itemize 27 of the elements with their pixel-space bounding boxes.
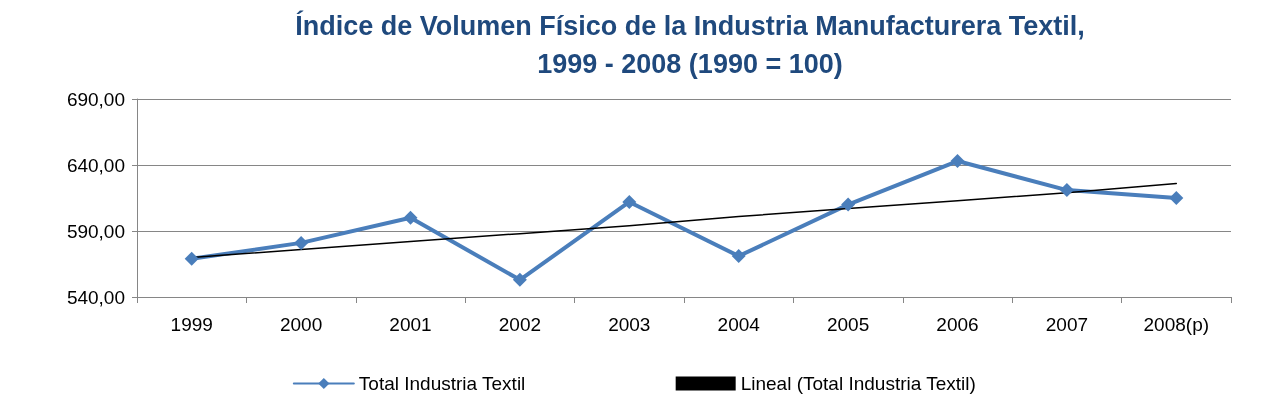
legend-label: Lineal (Total Industria Textil) bbox=[740, 373, 976, 394]
point bbox=[622, 194, 637, 209]
legend-label: Total Industria Textil bbox=[358, 373, 526, 394]
x-tick-label: 2005 bbox=[826, 314, 870, 335]
y-tick-label: 590,00 bbox=[66, 220, 125, 242]
point bbox=[184, 251, 199, 266]
x-tick-label: 2000 bbox=[279, 314, 323, 335]
x-tick-label: 2001 bbox=[389, 314, 432, 335]
point bbox=[294, 235, 309, 250]
point bbox=[512, 272, 527, 287]
point bbox=[403, 210, 418, 225]
x-tick-label: 2002 bbox=[498, 314, 542, 335]
x-tick-label: 1999 bbox=[170, 314, 213, 335]
y-tick-label: 690,00 bbox=[66, 88, 125, 110]
point bbox=[1059, 183, 1074, 198]
x-tick-label: 2003 bbox=[608, 314, 651, 335]
x-tick-label: 2008(p) bbox=[1143, 314, 1210, 335]
point bbox=[1169, 191, 1184, 205]
x-tick-label: 2006 bbox=[936, 314, 979, 335]
y-tick-label: 640,00 bbox=[66, 154, 125, 176]
point bbox=[950, 154, 965, 169]
chart-title: Índice de Volumen Físico de la Industria Manufacturera Textil, 1999 - 2008 (1990 = 100) bbox=[295, 10, 1085, 79]
y-tick-label: 540,00 bbox=[66, 286, 125, 308]
x-tick-label: 2004 bbox=[717, 314, 761, 335]
point bbox=[731, 249, 746, 264]
x-tick-label: 2007 bbox=[1045, 314, 1089, 335]
point bbox=[841, 197, 856, 212]
